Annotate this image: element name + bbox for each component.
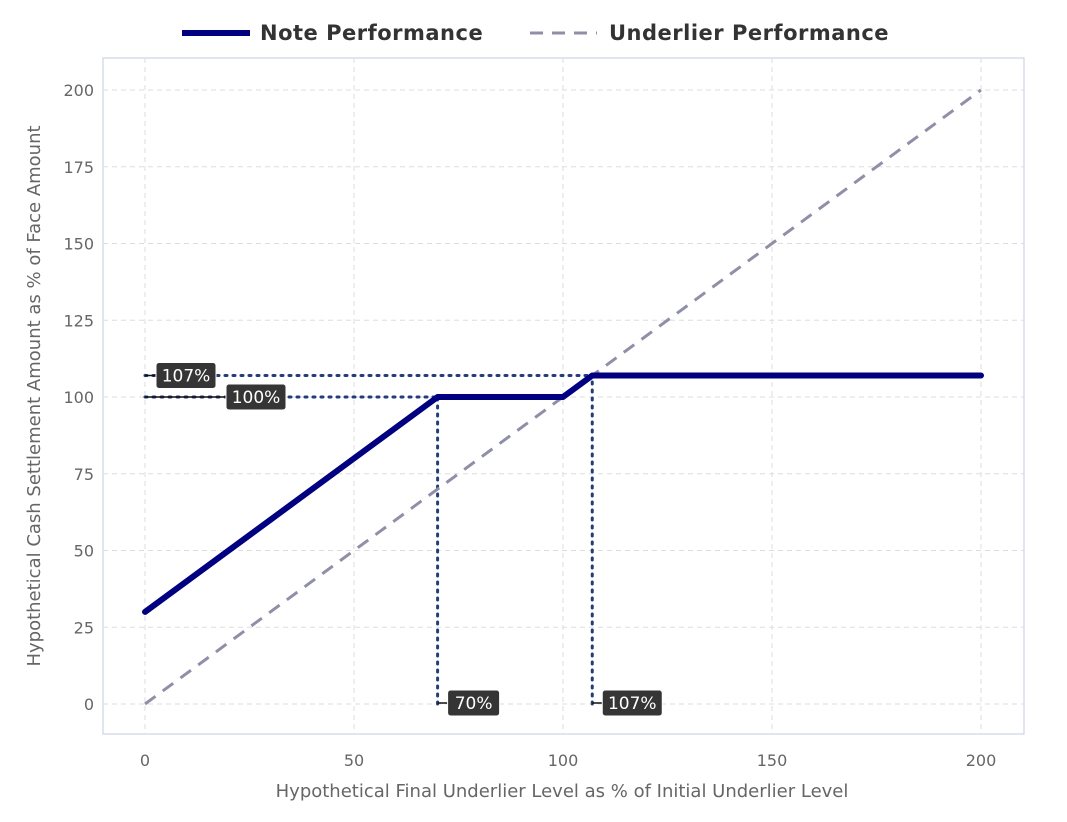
- callout-text: 70%: [455, 694, 493, 714]
- y-tick-label: 75: [74, 465, 94, 484]
- y-tick-label: 125: [63, 311, 94, 330]
- x-tick-label: 150: [757, 751, 788, 770]
- legend-label-note-performance: Note Performance: [260, 21, 483, 45]
- y-tick-label: 175: [63, 158, 94, 177]
- callout-box: [225, 383, 287, 411]
- callout-text: 100%: [232, 388, 281, 408]
- y-tick-label: 0: [84, 695, 94, 714]
- tick-labels: 0 50 100 150 200 0 25 50 75 100 125 150 175 200: [63, 81, 996, 770]
- x-tick-label: 100: [548, 751, 579, 770]
- callout-box: [601, 689, 663, 717]
- y-tick-label: 25: [74, 618, 94, 637]
- x-axis-title: Hypothetical Final Underlier Level as % …: [276, 781, 849, 802]
- x-tick-label: 50: [344, 751, 364, 770]
- y-tick-label: 100: [63, 388, 94, 407]
- series-line-note-performance: [142, 372, 984, 615]
- legend-label-underlier-performance: Underlier Performance: [609, 21, 889, 45]
- callout-box: [447, 689, 501, 717]
- series-layer: [142, 88, 984, 706]
- callout-text: 107%: [162, 367, 211, 387]
- callout-label: 107%: [592, 689, 663, 717]
- callouts: 107% 100% 70% 107%: [145, 362, 663, 717]
- callout-box: [155, 362, 217, 390]
- callout-text: 107%: [608, 694, 657, 714]
- x-tick-label: 0: [140, 751, 150, 770]
- x-tick-label: 200: [966, 751, 997, 770]
- callout-label: 100%: [145, 383, 287, 411]
- legend: Note Performance Underlier Performance: [182, 21, 889, 45]
- y-tick-label: 200: [63, 81, 94, 100]
- y-tick-label: 50: [74, 542, 94, 561]
- y-axis-title: Hypothetical Cash Settlement Amount as %…: [24, 125, 45, 666]
- y-tick-label: 150: [63, 235, 94, 254]
- callout-label: 107%: [145, 362, 217, 390]
- callout-label: 70%: [437, 689, 501, 717]
